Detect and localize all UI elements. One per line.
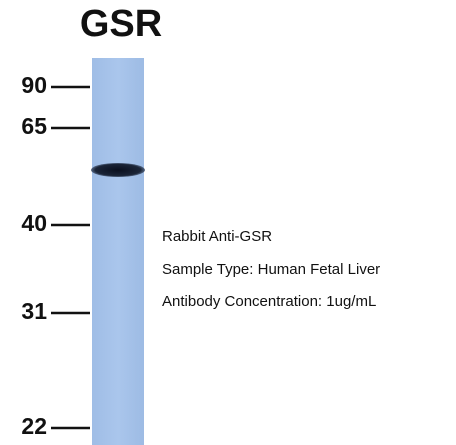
annotation: Rabbit Anti-GSR bbox=[162, 228, 272, 245]
marker-label: 40 bbox=[21, 210, 47, 236]
blot-figure: GSR 90 65 40 31 22 Rabbit Anti-GSR Sampl… bbox=[0, 0, 456, 445]
marker-label: 31 bbox=[21, 298, 47, 324]
marker-label: 90 bbox=[21, 72, 47, 98]
marker-label: 65 bbox=[21, 113, 47, 139]
marker-label: 22 bbox=[21, 413, 47, 439]
annotation: Antibody Concentration: 1ug/mL bbox=[162, 293, 376, 310]
title: GSR bbox=[80, 3, 162, 45]
gel-lane bbox=[92, 58, 144, 445]
protein-band bbox=[91, 163, 145, 177]
annotation: Sample Type: Human Fetal Liver bbox=[162, 261, 380, 278]
